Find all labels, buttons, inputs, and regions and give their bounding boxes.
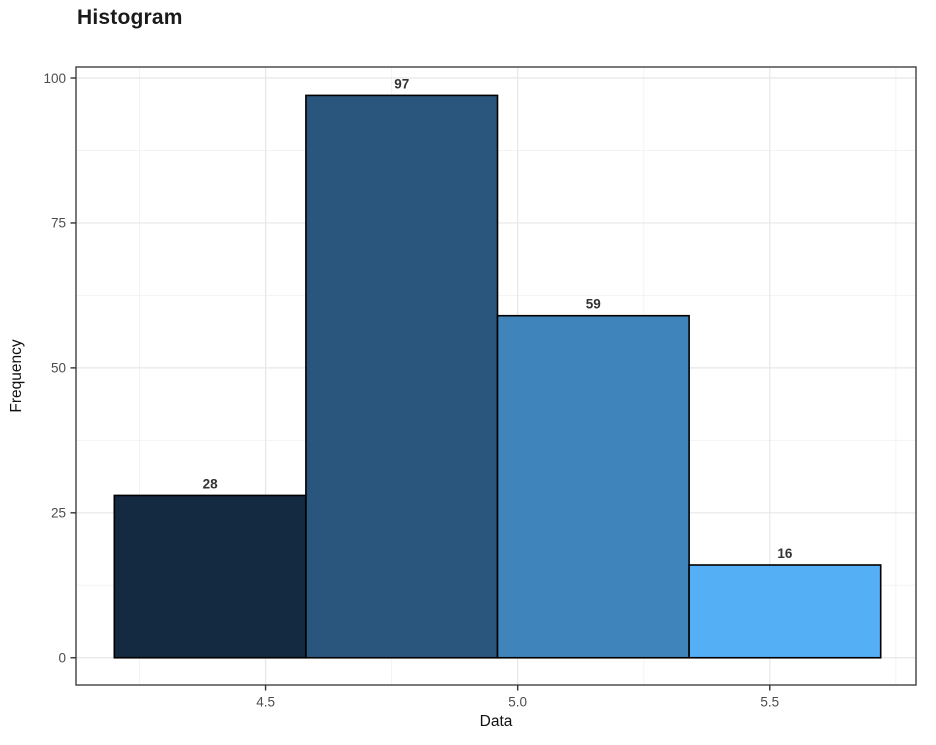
chart-title: Histogram — [77, 6, 183, 29]
bar-value-label: 28 — [203, 476, 219, 491]
bar-value-label: 97 — [394, 76, 409, 91]
y-tick-label: 25 — [51, 506, 66, 521]
bar-value-label: 59 — [586, 297, 601, 312]
histogram-bar — [113, 494, 307, 659]
x-tick-label: 4.5 — [256, 695, 275, 710]
histogram-bar — [305, 94, 499, 659]
x-tick-label: 5.0 — [508, 695, 527, 710]
y-tick-label: 0 — [58, 651, 66, 666]
bar-value-label: 16 — [777, 546, 793, 561]
y-tick-label: 50 — [51, 361, 66, 376]
histogram-bar — [688, 564, 882, 659]
x-tick-label: 5.5 — [760, 695, 779, 710]
y-tick-label: 75 — [51, 216, 66, 231]
panel-border — [75, 66, 917, 686]
histogram-bar — [496, 314, 690, 659]
y-tick-label: 100 — [43, 71, 66, 86]
x-axis-title: Data — [479, 713, 513, 730]
